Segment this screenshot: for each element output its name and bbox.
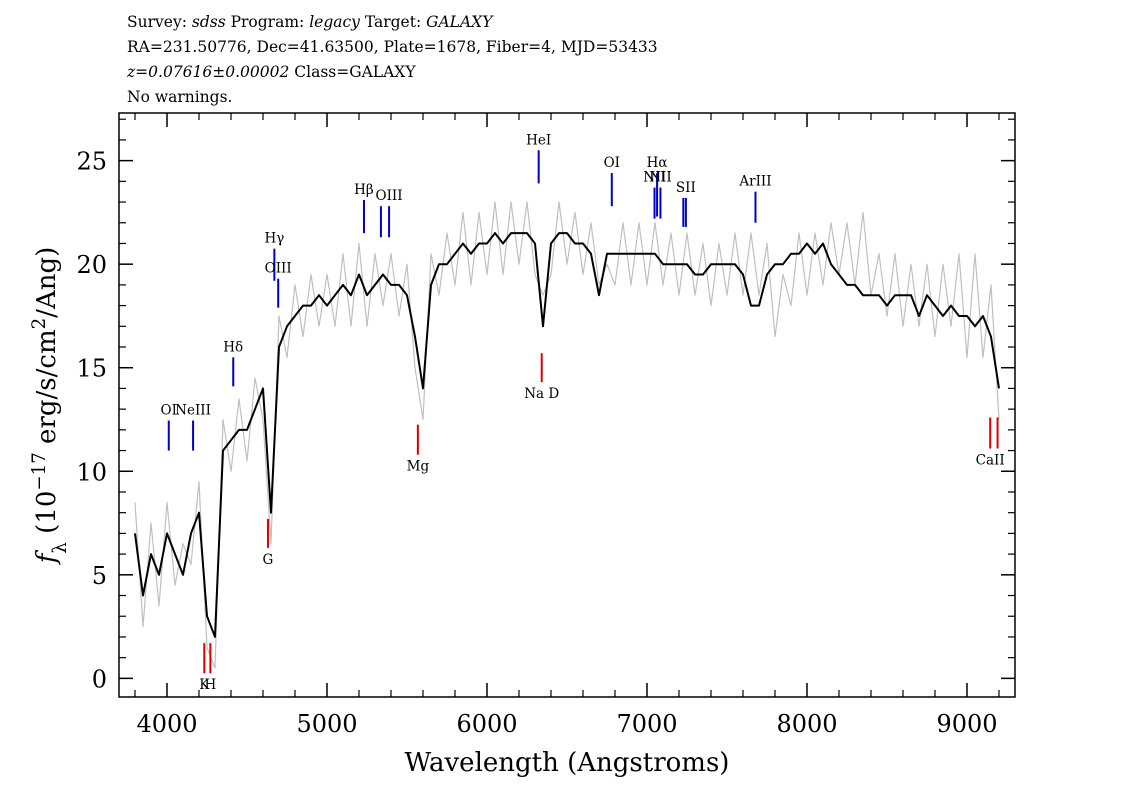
text-segment: GALAXY xyxy=(426,13,494,31)
x-axis-label: Wavelength (Angstroms) xyxy=(405,748,730,778)
spectral-line-label: NII xyxy=(649,170,671,186)
x-tick-label: 6000 xyxy=(456,710,517,738)
spectral-line-label: Hα xyxy=(647,155,668,171)
spectral-line-label: SII xyxy=(676,180,696,196)
text-segment: No warnings. xyxy=(127,88,232,106)
spectral-line-label: HeI xyxy=(526,132,551,148)
y-tick-label: 15 xyxy=(76,355,107,383)
text-segment: λ xyxy=(50,542,71,554)
spectral-line-label: OIII xyxy=(376,188,403,204)
y-tick-label: 20 xyxy=(76,251,107,279)
text-segment: erg/s/cm xyxy=(32,329,62,452)
y-axis-label: fλ (10−17 erg/s/cm2/Ang) xyxy=(29,247,71,566)
spectral-line-label: ArIII xyxy=(738,174,771,190)
text-segment: −17 xyxy=(29,452,50,490)
spectrum-line xyxy=(134,232,1000,638)
text-segment: z=0.07616±0.00002 xyxy=(126,63,289,81)
text-segment: Program: xyxy=(226,13,310,31)
text-segment: sdss xyxy=(192,13,226,31)
text-segment: /Ang) xyxy=(32,247,62,318)
spectral-line-label: OI xyxy=(161,403,177,419)
header-line: z=0.07616±0.00002 Class=GALAXY xyxy=(126,63,416,81)
spectral-line-label: Hβ xyxy=(354,182,374,198)
x-tick-label: 4000 xyxy=(136,710,197,738)
x-tick-label: 5000 xyxy=(296,710,357,738)
spectral-line-label: Na D xyxy=(524,386,559,402)
spectral-line-label: Hδ xyxy=(223,339,243,355)
y-tick-label: 5 xyxy=(92,562,107,590)
text-segment: Target: xyxy=(360,13,426,31)
spectral-line-label: OIII xyxy=(265,261,292,277)
text-segment: legacy xyxy=(309,13,360,31)
y-tick-label: 0 xyxy=(92,665,107,693)
x-tick-label: 9000 xyxy=(936,710,997,738)
text-segment: RA=231.50776, Dec=41.63500, Plate=1678, … xyxy=(127,38,658,56)
text-segment: 2 xyxy=(29,318,50,330)
header-line: Survey: sdss Program: legacy Target: GAL… xyxy=(127,13,494,31)
spectral-line-label: CaII xyxy=(976,452,1005,468)
header-line: No warnings. xyxy=(127,88,232,106)
text-segment: Survey: xyxy=(127,13,192,31)
x-tick-label: 8000 xyxy=(776,710,837,738)
spectral-line-label: Hγ xyxy=(264,231,284,247)
spectral-line-label: NII xyxy=(643,170,665,186)
spectral-line-label: NeIII xyxy=(175,403,211,419)
spectral-line-label: OI xyxy=(604,155,620,171)
spectral-line-label: Mg xyxy=(407,459,430,475)
spectral-line-label: G xyxy=(263,552,274,568)
spectral-line-label: K xyxy=(199,677,210,693)
header-line: RA=231.50776, Dec=41.63500, Plate=1678, … xyxy=(127,38,658,56)
spectral-line-label: H xyxy=(204,677,216,693)
y-tick-label: 10 xyxy=(76,458,107,486)
text-segment: Class=GALAXY xyxy=(289,63,416,81)
y-tick-label: 25 xyxy=(76,148,107,176)
text-segment: (10 xyxy=(32,491,62,543)
x-tick-label: 7000 xyxy=(616,710,677,738)
plot-frame xyxy=(118,112,1016,698)
